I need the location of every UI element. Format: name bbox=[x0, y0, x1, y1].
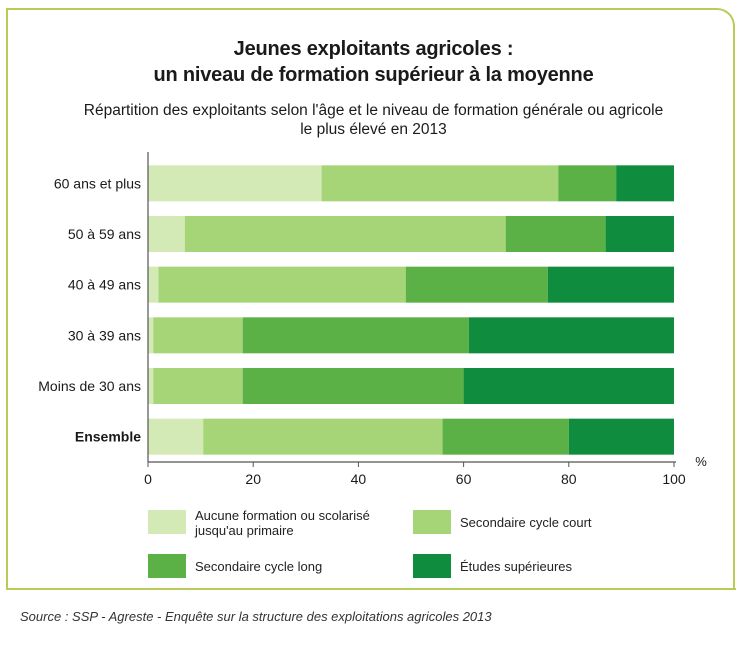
stacked-bar-chart: 60 ans et plus 50 à 59 ans 40 à 49 ans 30 à… bbox=[38, 152, 707, 487]
bar-segment bbox=[616, 165, 674, 202]
bar-segment bbox=[148, 317, 154, 354]
legend-label-etudes-superieures: Études supérieures bbox=[460, 559, 573, 574]
chart-title-line1: Jeunes exploitants agricoles : bbox=[233, 38, 514, 60]
legend-label-secondaire-court: Secondaire cycle court bbox=[460, 515, 592, 530]
bar-segment bbox=[405, 266, 548, 303]
bar-segment bbox=[558, 165, 617, 202]
bar-segment bbox=[148, 165, 322, 202]
bar-segment bbox=[568, 418, 674, 455]
bar-segment bbox=[148, 216, 185, 252]
source-note: Source : SSP - Agreste - Enquête sur la … bbox=[20, 609, 492, 624]
x-tick-label: 20 bbox=[245, 471, 261, 487]
chart-frame-bottom bbox=[6, 588, 736, 590]
category-label: 30 à 39 ans bbox=[68, 327, 141, 343]
bar-segment bbox=[505, 216, 606, 252]
chart-subtitle-line2: le plus élevé en 2013 bbox=[300, 121, 447, 138]
legend-swatch-secondaire-long bbox=[148, 554, 186, 578]
bar-segment bbox=[468, 317, 674, 354]
bar-segment bbox=[148, 418, 204, 455]
bar-segment bbox=[153, 368, 243, 404]
legend-label-secondaire-long: Secondaire cycle long bbox=[195, 559, 323, 574]
x-tick-label: 40 bbox=[351, 471, 367, 487]
x-tick-label: 80 bbox=[561, 471, 577, 487]
category-label: Moins de 30 ans bbox=[38, 378, 141, 394]
category-label: 40 à 49 ans bbox=[68, 277, 141, 293]
legend-swatch-secondaire-court bbox=[413, 510, 451, 534]
bar-segment bbox=[242, 317, 469, 354]
chart-subtitle-line1: Répartition des exploitants selon l'âge … bbox=[83, 102, 664, 119]
legend-swatch-aucune-formation bbox=[148, 510, 186, 534]
bar-segment bbox=[605, 216, 674, 252]
bar-segment bbox=[148, 266, 159, 303]
category-label: Ensemble bbox=[75, 429, 141, 445]
bar-segment bbox=[148, 368, 154, 404]
bar-segment bbox=[203, 418, 443, 455]
chart-frame bbox=[6, 8, 735, 590]
bar-segment bbox=[184, 216, 506, 252]
chart-frame-left bbox=[6, 8, 8, 590]
chart-title-line2: un niveau de formation supérieur à la mo… bbox=[153, 64, 594, 86]
bar-segment bbox=[158, 266, 406, 303]
bar-segment bbox=[321, 165, 559, 202]
category-label: 50 à 59 ans bbox=[68, 226, 141, 242]
legend-label-line1: Aucune formation ou scolarisé bbox=[195, 508, 370, 523]
bar-segment bbox=[442, 418, 569, 455]
category-label: 60 ans et plus bbox=[54, 175, 141, 191]
bar-segment bbox=[463, 368, 674, 404]
bar-segment bbox=[242, 368, 464, 404]
legend-label-aucune-formation: Aucune formation ou scolarisé jusqu'au p… bbox=[195, 508, 370, 538]
x-unit-label: % bbox=[695, 454, 707, 469]
legend-label-line2: jusqu'au primaire bbox=[195, 523, 294, 538]
x-tick-label: 100 bbox=[662, 471, 686, 487]
x-tick-label: 0 bbox=[144, 471, 152, 487]
x-tick-label: 60 bbox=[456, 471, 472, 487]
bar-segment bbox=[153, 317, 243, 354]
legend-swatch-etudes-superieures bbox=[413, 554, 451, 578]
bar-segment bbox=[547, 266, 674, 303]
